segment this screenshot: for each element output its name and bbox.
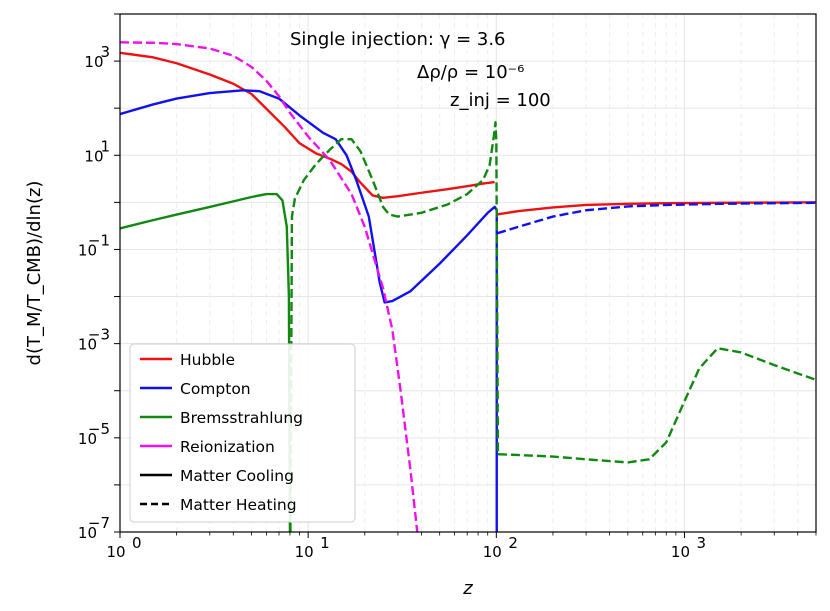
x-tick-label: 10 (106, 543, 125, 561)
x-tick-label-exponent: 1 (320, 534, 330, 552)
series-line-reionization (119, 41, 419, 533)
series-reionization (119, 41, 419, 533)
x-tick-label-exponent: 2 (508, 534, 518, 552)
series-bremsstrahlung (119, 121, 817, 533)
annotation-title: Single injection: γ = 3.6 (290, 29, 506, 50)
series-group (119, 41, 817, 533)
y-tick-label: 10 (78, 241, 97, 259)
y-tick-label: 10 (78, 524, 97, 542)
y-tick-label: 10 (78, 336, 97, 354)
y-tick-label-exponent: −5 (88, 420, 110, 438)
series-line-hubble (119, 51, 495, 199)
legend-label: Bremsstrahlung (180, 409, 303, 427)
series-line-bremsstrahlung (497, 347, 817, 464)
legend-label: Matter Heating (180, 496, 297, 514)
series-line-bremsstrahlung (289, 121, 500, 533)
plot-frame (119, 13, 817, 533)
series-line-compton (119, 89, 498, 304)
y-tick-label-exponent: −1 (88, 231, 110, 249)
x-axis-label: z (462, 578, 473, 599)
x-tick-label-exponent: 3 (696, 534, 706, 552)
legend-box (129, 343, 356, 523)
legend-label: Matter Cooling (180, 467, 294, 485)
series-line-compton (496, 201, 817, 235)
y-axis-label: d(T_M/T_CMB)/dln(z) (24, 181, 45, 366)
y-tick-label-exponent: 3 (100, 43, 110, 61)
x-tick-label: 10 (483, 543, 502, 561)
y-tick-label: 10 (84, 147, 103, 165)
annotation-zinj: z_inj = 100 (450, 90, 551, 111)
x-tick-label-exponent: 0 (132, 534, 142, 552)
x-tick-label: 10 (295, 543, 314, 561)
y-tick-label: 10 (78, 430, 97, 448)
y-tick-label-exponent: 1 (100, 137, 110, 155)
x-tick-label: 10 (671, 543, 690, 561)
y-tick-label-exponent: −7 (88, 514, 110, 532)
y-tick-label-exponent: −3 (88, 326, 110, 344)
legend: Hubble Compton Bremsstrahlung Reionization M… (129, 343, 356, 523)
y-tick-label: 10 (84, 53, 103, 71)
annotation-energy: Δρ/ρ = 10⁻⁶ (417, 62, 524, 83)
legend-label: Compton (180, 380, 251, 398)
legend-label: Hubble (180, 351, 235, 369)
series-line-bremsstrahlung (119, 192, 292, 533)
legend-label: Reionization (180, 438, 275, 456)
